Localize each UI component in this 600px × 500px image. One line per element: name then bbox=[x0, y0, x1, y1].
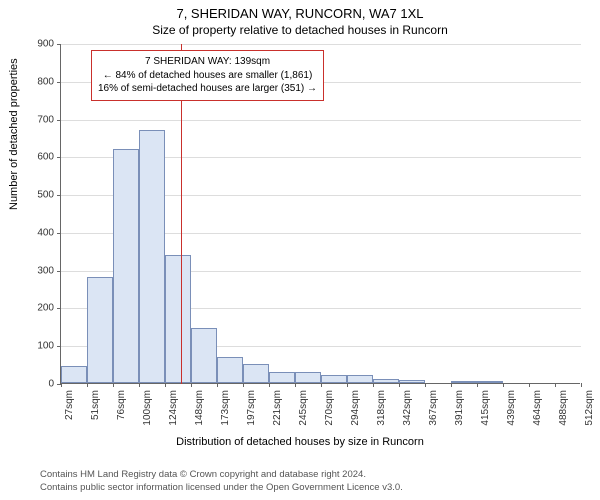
x-tick-label: 270sqm bbox=[324, 390, 335, 426]
histogram-bar bbox=[399, 380, 425, 383]
y-tick-label: 400 bbox=[14, 227, 54, 238]
plot-region: 27sqm51sqm76sqm100sqm124sqm148sqm173sqm1… bbox=[60, 44, 580, 384]
histogram-bar bbox=[451, 381, 477, 383]
chart-subtitle: Size of property relative to detached ho… bbox=[0, 21, 600, 41]
histogram-bar bbox=[269, 372, 295, 383]
y-tick-label: 300 bbox=[14, 265, 54, 276]
x-tick-mark bbox=[191, 383, 192, 387]
x-tick-label: 245sqm bbox=[298, 390, 309, 426]
histogram-bar bbox=[373, 379, 399, 383]
y-tick-mark bbox=[57, 120, 61, 121]
histogram-bar bbox=[243, 364, 269, 383]
x-tick-label: 415sqm bbox=[480, 390, 491, 426]
x-tick-label: 148sqm bbox=[194, 390, 205, 426]
y-tick-mark bbox=[57, 82, 61, 83]
histogram-bar bbox=[165, 255, 191, 383]
x-tick-mark bbox=[425, 383, 426, 387]
x-tick-label: 464sqm bbox=[532, 390, 543, 426]
annotation-line: 7 SHERIDAN WAY: 139sqm bbox=[98, 55, 317, 69]
x-tick-mark bbox=[217, 383, 218, 387]
histogram-bar bbox=[217, 357, 243, 383]
x-tick-mark bbox=[113, 383, 114, 387]
histogram-bar bbox=[477, 381, 503, 383]
x-tick-mark bbox=[321, 383, 322, 387]
x-tick-mark bbox=[399, 383, 400, 387]
y-tick-label: 200 bbox=[14, 303, 54, 314]
x-tick-label: 76sqm bbox=[116, 390, 127, 420]
footnote-line-2: Contains public sector information licen… bbox=[40, 482, 403, 494]
y-tick-mark bbox=[57, 157, 61, 158]
x-tick-mark bbox=[165, 383, 166, 387]
y-tick-label: 600 bbox=[14, 152, 54, 163]
y-tick-label: 800 bbox=[14, 76, 54, 87]
x-tick-mark bbox=[347, 383, 348, 387]
histogram-bar bbox=[191, 328, 217, 383]
histogram-bar bbox=[113, 149, 139, 383]
x-tick-mark bbox=[269, 383, 270, 387]
histogram-bar bbox=[347, 375, 373, 383]
x-tick-mark bbox=[243, 383, 244, 387]
x-tick-label: 391sqm bbox=[454, 390, 465, 426]
x-tick-mark bbox=[529, 383, 530, 387]
y-tick-label: 0 bbox=[14, 379, 54, 390]
y-tick-label: 700 bbox=[14, 114, 54, 125]
x-tick-mark bbox=[139, 383, 140, 387]
annotation-box: 7 SHERIDAN WAY: 139sqm← 84% of detached … bbox=[91, 50, 324, 101]
x-tick-label: 197sqm bbox=[246, 390, 257, 426]
x-tick-mark bbox=[61, 383, 62, 387]
page-title: 7, SHERIDAN WAY, RUNCORN, WA7 1XL bbox=[0, 0, 600, 21]
x-tick-label: 367sqm bbox=[428, 390, 439, 426]
x-tick-label: 100sqm bbox=[142, 390, 153, 426]
y-tick-mark bbox=[57, 346, 61, 347]
footnote: Contains HM Land Registry data © Crown c… bbox=[40, 469, 403, 494]
gridline bbox=[61, 120, 581, 121]
x-tick-label: 512sqm bbox=[584, 390, 595, 426]
histogram-bar bbox=[61, 366, 87, 383]
x-tick-label: 221sqm bbox=[272, 390, 283, 426]
x-tick-mark bbox=[295, 383, 296, 387]
histogram-bar bbox=[87, 277, 113, 383]
x-axis-label: Distribution of detached houses by size … bbox=[0, 436, 600, 448]
x-tick-mark bbox=[581, 383, 582, 387]
x-tick-label: 173sqm bbox=[220, 390, 231, 426]
x-tick-mark bbox=[503, 383, 504, 387]
x-tick-mark bbox=[373, 383, 374, 387]
x-tick-mark bbox=[477, 383, 478, 387]
y-tick-label: 100 bbox=[14, 341, 54, 352]
x-tick-mark bbox=[555, 383, 556, 387]
x-tick-label: 439sqm bbox=[506, 390, 517, 426]
y-tick-mark bbox=[57, 271, 61, 272]
x-tick-label: 318sqm bbox=[376, 390, 387, 426]
x-tick-mark bbox=[451, 383, 452, 387]
y-tick-mark bbox=[57, 308, 61, 309]
x-tick-label: 51sqm bbox=[90, 390, 101, 420]
histogram-bar bbox=[295, 372, 321, 383]
x-tick-label: 488sqm bbox=[558, 390, 569, 426]
footnote-line-1: Contains HM Land Registry data © Crown c… bbox=[40, 469, 403, 481]
chart-area: 27sqm51sqm76sqm100sqm124sqm148sqm173sqm1… bbox=[60, 44, 580, 384]
x-tick-label: 342sqm bbox=[402, 390, 413, 426]
y-tick-label: 900 bbox=[14, 39, 54, 50]
annotation-line: ← 84% of detached houses are smaller (1,… bbox=[98, 69, 317, 83]
x-tick-label: 27sqm bbox=[64, 390, 75, 420]
gridline bbox=[61, 44, 581, 45]
y-tick-mark bbox=[57, 44, 61, 45]
x-tick-label: 124sqm bbox=[168, 390, 179, 426]
y-tick-label: 500 bbox=[14, 190, 54, 201]
histogram-bar bbox=[139, 130, 165, 383]
y-tick-mark bbox=[57, 195, 61, 196]
y-tick-mark bbox=[57, 233, 61, 234]
x-tick-mark bbox=[87, 383, 88, 387]
histogram-bar bbox=[321, 375, 347, 383]
x-tick-label: 294sqm bbox=[350, 390, 361, 426]
annotation-line: 16% of semi-detached houses are larger (… bbox=[98, 82, 317, 96]
